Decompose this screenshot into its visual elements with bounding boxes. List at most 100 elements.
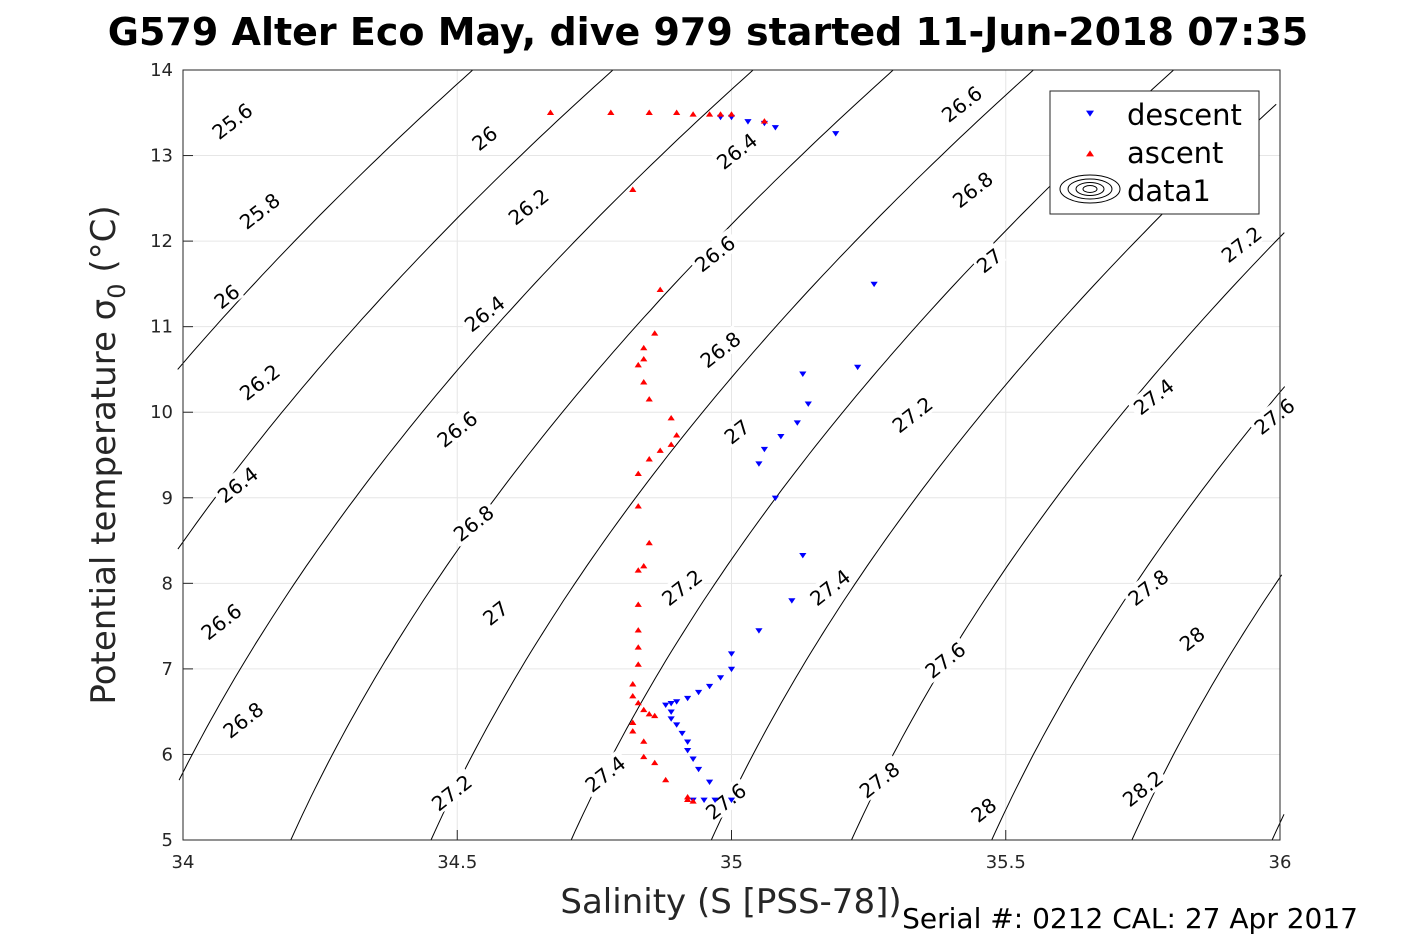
descent-point — [771, 495, 779, 502]
legend-contour-icon — [1059, 174, 1121, 204]
ascent-point — [716, 111, 725, 117]
legend-contour-icon — [1082, 185, 1098, 193]
contour-label-bg — [852, 755, 906, 804]
contour-label-bg — [232, 357, 286, 406]
descent-point — [832, 131, 840, 137]
y-tick-label: 13 — [150, 146, 173, 167]
descent-point — [678, 730, 686, 737]
descent-point — [727, 666, 736, 673]
ascent-point — [651, 330, 659, 336]
ascent-point — [684, 796, 692, 802]
descent-point — [667, 709, 675, 715]
x-tick-label: 34 — [172, 852, 195, 873]
contour-label-bg — [655, 562, 708, 611]
ascent-point — [546, 109, 555, 115]
descent-point — [684, 739, 692, 745]
ascent-point — [651, 712, 659, 719]
descent-point — [804, 401, 812, 407]
descent-point — [684, 748, 692, 754]
x-tick-label: 34.5 — [437, 852, 477, 873]
ascent-point — [645, 109, 653, 115]
contour-label-bg — [1115, 763, 1169, 812]
density-contour-line — [290, 69, 894, 841]
y-axis-label-main: Potential temperature — [84, 320, 124, 704]
legend-item-ascent: ascent — [1086, 136, 1223, 170]
descent-point — [694, 766, 703, 773]
legend-label: ascent — [1127, 136, 1223, 170]
descent-point — [673, 722, 681, 728]
ascent-point — [656, 286, 664, 293]
chart-title: G579 Alter Eco May, dive 979 started 11-… — [108, 10, 1308, 54]
contour-label-bg — [457, 288, 511, 338]
descent-point — [700, 797, 708, 804]
descent-point — [667, 716, 675, 722]
ascent-point — [667, 441, 675, 447]
legend-descent-marker — [1086, 110, 1094, 117]
contour-label-bg — [232, 186, 286, 235]
contour-label-bg — [803, 562, 857, 611]
ascent-point — [629, 186, 637, 192]
ascent-point — [640, 753, 648, 760]
contour-label-bg — [687, 229, 741, 278]
contour-label-bg — [446, 498, 500, 547]
y-axis-ticks: 5 6 7 8 9 10 11 12 13 14 — [150, 60, 193, 851]
ascent-point — [645, 396, 653, 402]
ascent-point — [645, 710, 653, 717]
descent-point — [788, 598, 796, 604]
contour-label-bg — [477, 595, 513, 630]
x-tick-label: 36 — [1269, 852, 1292, 873]
descent-point — [667, 700, 675, 707]
ascent-point — [662, 776, 670, 783]
ascent-point — [656, 447, 664, 453]
ascent-point — [645, 456, 653, 462]
ascent-point — [640, 706, 648, 713]
contour-label-bg — [578, 749, 632, 798]
descent-point — [716, 675, 725, 681]
legend-item-data1: data1 — [1059, 174, 1211, 208]
contour-label-bg — [885, 389, 939, 439]
y-axis-label-sigma: σ — [84, 299, 124, 321]
ascent-series — [546, 109, 769, 804]
ascent-point — [640, 562, 648, 569]
y-tick-label: 11 — [150, 317, 173, 338]
contour-label-bg — [424, 768, 478, 817]
x-axis-ticks: 34 34.5 35 35.5 36 — [172, 830, 1292, 873]
contour-label-bg — [466, 120, 502, 155]
y-tick-label: 9 — [162, 488, 173, 509]
descent-point — [870, 281, 878, 288]
ascent-point — [651, 759, 659, 766]
ascent-point — [629, 728, 637, 734]
ascent-point — [634, 470, 642, 476]
y-tick-label: 5 — [162, 830, 173, 851]
contour-label-bg — [693, 324, 747, 374]
ascent-point — [629, 719, 637, 725]
descent-point — [684, 695, 692, 702]
contour-label-bg — [216, 695, 270, 744]
y-tick-label: 12 — [150, 231, 173, 252]
descent-point — [689, 756, 697, 762]
density-contour-line — [851, 232, 1285, 841]
descent-point — [854, 364, 862, 371]
ascent-point — [634, 503, 642, 509]
ascent-point — [760, 118, 769, 124]
descent-point — [727, 797, 736, 804]
x-tick-label: 35.5 — [986, 852, 1026, 873]
y-axis-label-unit: (°C) — [84, 205, 124, 283]
ascent-point — [634, 644, 642, 650]
contour-label-bg — [194, 596, 248, 646]
y-tick-label: 7 — [162, 659, 173, 680]
descent-point — [755, 628, 763, 634]
descent-point — [705, 779, 714, 786]
density-contour-line — [177, 69, 474, 370]
contour-label-bg — [208, 278, 245, 314]
descent-point — [727, 651, 736, 657]
legend-contour-icon — [1075, 182, 1105, 196]
density-contour-line — [430, 69, 1034, 841]
legend-label: data1 — [1127, 174, 1211, 208]
ascent-point — [629, 693, 637, 699]
legend: descent ascent data1 — [1049, 90, 1260, 215]
y-tick-label: 10 — [150, 402, 173, 423]
density-contour-line — [570, 69, 1174, 841]
descent-point — [771, 125, 779, 131]
